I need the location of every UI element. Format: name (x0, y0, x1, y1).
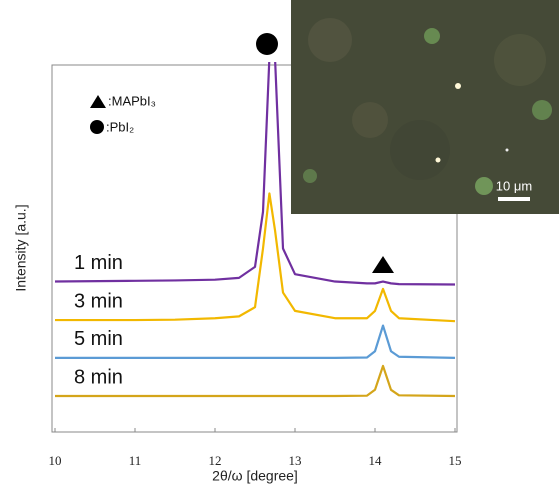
inset-spot (455, 83, 461, 89)
pbi2-legend-symbol (90, 120, 104, 134)
annotation: :MAPbI₃ (108, 93, 156, 108)
annotation: :PbI₂ (106, 119, 134, 134)
x-tick-label: 13 (289, 453, 302, 468)
inset-texture (308, 18, 352, 62)
pbi2-peak-marker (256, 33, 278, 55)
x-tick-label: 15 (449, 453, 462, 468)
inset-texture (390, 120, 450, 180)
inset-texture (352, 102, 388, 138)
x-tick-label: 14 (369, 453, 383, 468)
scale-bar (498, 197, 530, 201)
inset-grain (424, 28, 440, 44)
mapbi3-peak-marker (372, 256, 394, 273)
inset-spot (435, 157, 441, 163)
inset-micrograph: 10 μm (291, 0, 559, 214)
series-line (55, 192, 456, 323)
series-label: 5 min (74, 328, 123, 350)
mapbi3-legend-symbol (90, 95, 106, 108)
plot-area (54, 62, 456, 398)
series-line (55, 364, 456, 398)
inset-grain (475, 177, 493, 195)
y-axis-label: Intensity [a.u.] (13, 204, 29, 291)
inset-texture (494, 34, 546, 86)
x-tick-label: 12 (209, 453, 222, 468)
x-tick-label: 11 (129, 453, 142, 468)
series-line (55, 324, 456, 359)
inset-grain (532, 100, 552, 120)
series-label: 1 min (74, 252, 123, 274)
inset-spot (505, 148, 509, 152)
x-axis-label: 2θ/ω [degree] (212, 468, 298, 484)
series-line (54, 62, 456, 286)
inset-grain (303, 169, 317, 183)
x-tick-label: 10 (49, 453, 62, 468)
series-label: 3 min (74, 290, 123, 312)
plot-frame (51, 64, 458, 433)
scale-bar-label: 10 μm (496, 178, 532, 193)
series-label: 8 min (74, 366, 123, 388)
